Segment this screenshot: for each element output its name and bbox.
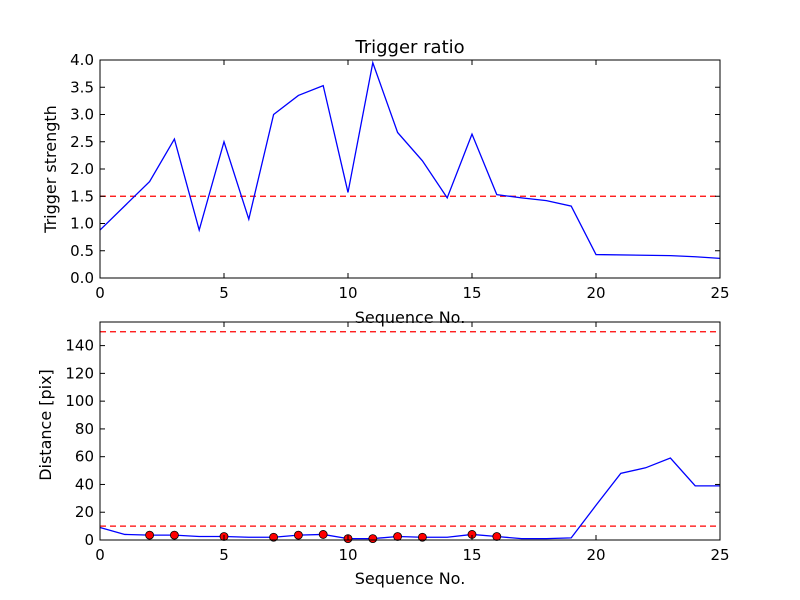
y-tick-label: 120 <box>65 364 94 382</box>
chart-title: Trigger ratio <box>354 37 464 58</box>
y-tick-label: 0.0 <box>70 269 94 287</box>
x-tick-label: 25 <box>710 284 729 302</box>
data-point <box>169 530 179 540</box>
y-tick-label: 0 <box>84 531 94 549</box>
y-tick-label: 2.0 <box>70 160 94 178</box>
data-point <box>145 530 155 540</box>
data-point <box>417 532 427 542</box>
y-tick-label: 3.0 <box>70 106 94 124</box>
x-tick-label: 15 <box>462 284 481 302</box>
data-point <box>269 532 279 542</box>
y-tick-label: 60 <box>75 448 94 466</box>
plot-area: 0 5 10 15 20 25 0 20 40 60 80 100 120 140 <box>65 321 730 564</box>
series-line-0 <box>99 60 721 260</box>
x-tick-label: 10 <box>338 546 357 564</box>
data-point <box>492 532 502 541</box>
x-tick-label: 0 <box>95 546 105 564</box>
distance-chart: Distance [pix] Sequence No. 0 5 10 15 20 25 0 2… <box>36 321 730 588</box>
y-tick-label: 1.5 <box>70 187 94 205</box>
x-tick-label: 0 <box>95 284 105 302</box>
data-point <box>318 530 328 539</box>
data-point <box>368 534 378 544</box>
data-point <box>393 532 403 541</box>
y-axis-label: Distance [pix] <box>36 369 55 481</box>
x-tick-label: 5 <box>219 284 229 302</box>
y-tick-label: 1.0 <box>70 215 94 233</box>
y-tick-label: 4.0 <box>70 51 94 69</box>
x-tick-label: 25 <box>710 546 729 564</box>
x-axis-label: Sequence No. <box>355 569 466 588</box>
y-tick-label: 140 <box>65 337 94 355</box>
x-tick-label: 15 <box>462 546 481 564</box>
y-tick-label: 3.5 <box>70 78 94 96</box>
plot-area: 0 5 10 15 20 25 0.0 0.5 1.0 1.5 2.0 2.5 3.0 3.5 4.0 <box>70 51 729 302</box>
y-tick-label: 20 <box>75 503 94 521</box>
y-axis-label: Trigger strength <box>41 105 60 234</box>
y-tick-label: 100 <box>65 392 94 410</box>
x-tick-label: 5 <box>219 546 229 564</box>
y-tick-label: 80 <box>75 420 94 438</box>
x-axis-label: Sequence No. <box>355 308 466 327</box>
data-point <box>293 530 303 540</box>
y-tick-label: 40 <box>75 475 94 493</box>
x-tick-label: 10 <box>338 284 357 302</box>
y-tick-label: 2.5 <box>70 133 94 151</box>
x-tick-label: 20 <box>586 284 605 302</box>
x-tick-label: 20 <box>586 546 605 564</box>
axes-frame <box>99 321 721 541</box>
series-line-0 <box>99 457 720 540</box>
y-tick-label: 0.5 <box>70 242 94 260</box>
